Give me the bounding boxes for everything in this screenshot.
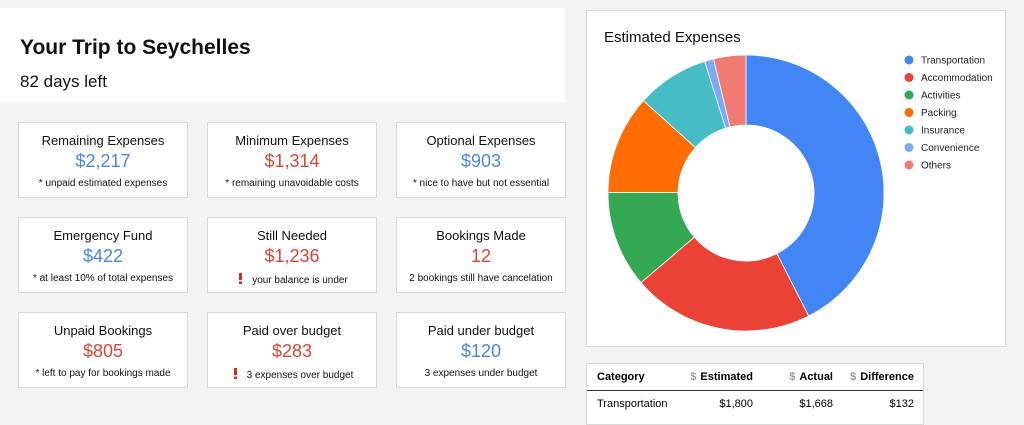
page: Your Trip to Seychelles 82 days left Rem… — [0, 8, 1006, 425]
card: Still Needed $1,236 your balance is under — [207, 217, 377, 293]
warning-dot — [239, 281, 243, 284]
subtitle: 82 days left — [20, 72, 107, 91]
card: Optional Expenses $903 * nice to have but … — [396, 122, 566, 198]
chart: Estimated Expenses Transportation Accommo… — [604, 29, 993, 332]
header-label: Actual — [799, 371, 833, 383]
table-row: Transportation $1,800 $1,668 $132 — [587, 391, 923, 417]
legend-swatch — [904, 90, 914, 100]
card-value: $422 — [82, 246, 124, 266]
card-title: Paid over budget — [242, 323, 342, 338]
card-title: Remaining Expenses — [41, 133, 165, 148]
table-cell: $ Estimated — [690, 371, 753, 383]
card: Paid under budget $120 3 expenses under bu… — [396, 312, 566, 388]
card-title: Bookings Made — [436, 228, 526, 243]
card-note: * left to pay for bookings made — [19, 368, 187, 379]
card: Unpaid Bookings $805 * left to pay for boo… — [18, 312, 188, 388]
legend-swatch — [904, 108, 914, 117]
card-note: * unpaid estimated expenses — [19, 178, 187, 189]
table-cell: $1,668 — [799, 398, 833, 410]
table-cell: $ Actual — [789, 371, 833, 383]
header: Your Trip to Seychelles 82 days left — [0, 8, 565, 102]
table-cell: $132 — [889, 398, 914, 410]
card-note-text: 2 bookings still have cancelation — [409, 273, 553, 284]
card-note: * nice to have but not essential — [397, 178, 565, 189]
card-note-text: 3 expenses under budget — [424, 368, 538, 379]
legend-label: Accommodation — [921, 73, 993, 84]
warning-dot — [233, 376, 237, 379]
card: Bookings Made 12 2 bookings still have can… — [396, 217, 566, 293]
card-note: your balance is under — [208, 273, 376, 286]
card-title: Paid under budget — [427, 323, 535, 338]
card-note-text: * at least 10% of total expenses — [32, 273, 174, 284]
card-note-text: * remaining unavoidable costs — [225, 178, 359, 189]
card: Remaining Expenses $2,217 * unpaid estimat… — [18, 122, 188, 198]
slice — [640, 236, 810, 332]
legend-label: Activities — [921, 91, 960, 102]
card: Emergency Fund $422 * at least 10% of tota… — [18, 217, 188, 293]
card-title: Still Needed — [256, 228, 328, 243]
warning-icon — [233, 368, 237, 379]
header-label: Estimated — [700, 371, 753, 383]
card-note: * at least 10% of total expenses — [19, 273, 187, 284]
card-note: * remaining unavoidable costs — [208, 178, 376, 189]
card-title: Optional Expenses — [426, 133, 536, 148]
card: Minimum Expenses $1,314 * remaining unavoi… — [207, 122, 377, 198]
legend-label: Transportation — [921, 56, 985, 67]
card-note-text: * nice to have but not essential — [412, 178, 550, 189]
card: Paid over budget $283 3 expenses over budg… — [207, 312, 377, 388]
card-value: $1,314 — [264, 151, 320, 171]
legend-label: Packing — [921, 108, 957, 119]
legend-swatch — [904, 160, 914, 170]
table-cell: Category — [597, 371, 645, 383]
slice — [745, 54, 885, 317]
legend-swatch — [904, 73, 914, 82]
legend-label: Convenience — [921, 143, 980, 154]
slice — [713, 54, 747, 128]
table: Category $ Estimated $ Actual $ Difference Tran… — [586, 363, 924, 425]
warning-icon — [239, 273, 243, 284]
legend-swatch — [904, 55, 914, 65]
table-cell: Transportation — [597, 398, 668, 410]
table-cell: $1,800 — [719, 398, 753, 410]
legend-label: Others — [921, 161, 951, 172]
warning-bar — [239, 273, 243, 280]
legend-label: Insurance — [921, 126, 965, 137]
chart-box: Estimated Expenses Transportation Accommo… — [586, 10, 1006, 347]
warning-bar — [233, 368, 237, 375]
table-header: Category $ Estimated $ Actual $ Difference — [587, 364, 923, 391]
header-unit: $ — [789, 371, 796, 383]
card-title: Emergency Fund — [53, 228, 153, 243]
card-value: 12 — [470, 246, 492, 266]
chart-title: Estimated Expenses — [604, 29, 741, 46]
legend-swatch — [904, 125, 914, 135]
card-value: $120 — [460, 341, 502, 361]
card-value: $903 — [460, 151, 502, 171]
card-note: 3 expenses under budget — [397, 368, 565, 379]
card-value: $1,236 — [264, 246, 320, 266]
header-label: Category — [597, 371, 645, 383]
card-note-text: 3 expenses over budget — [246, 370, 354, 381]
card-title: Minimum Expenses — [235, 133, 349, 148]
card-title: Unpaid Bookings — [53, 323, 153, 338]
header-label: Difference — [860, 371, 914, 383]
card-note: 2 bookings still have cancelation — [397, 273, 565, 284]
card-note-text: * left to pay for bookings made — [35, 368, 171, 379]
card-value: $283 — [271, 341, 313, 361]
card-note-text: * unpaid estimated expenses — [38, 178, 168, 189]
card-note-text: your balance is under — [252, 275, 348, 286]
table-cell: $ Difference — [850, 371, 914, 383]
header-unit: $ — [850, 371, 857, 383]
legend-swatch — [904, 143, 914, 152]
header-unit: $ — [690, 371, 697, 383]
card-value: $2,217 — [75, 151, 131, 171]
card-note: 3 expenses over budget — [208, 368, 376, 381]
card-value: $805 — [82, 341, 124, 361]
title: Your Trip to Seychelles — [20, 36, 251, 59]
